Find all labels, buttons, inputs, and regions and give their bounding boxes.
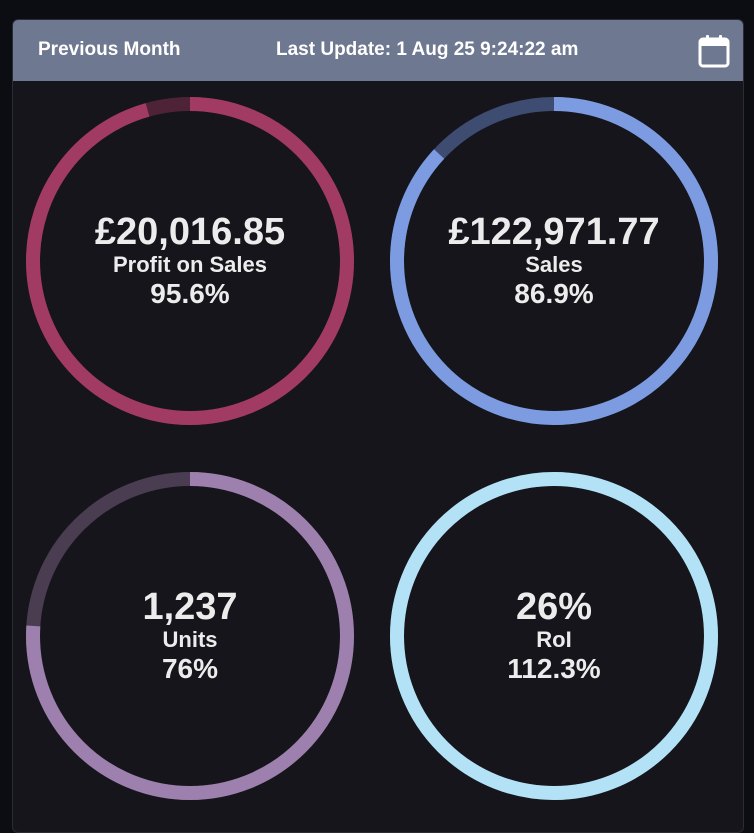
gauge-profit-on-sales: £20,016.85 Profit on Sales 95.6% [24, 95, 356, 427]
last-update-text: Last Update: 1 Aug 25 9:24:22 am [276, 39, 579, 60]
gauge-label: Sales [525, 252, 583, 277]
calendar-icon[interactable] [698, 34, 730, 68]
gauge-value: £20,016.85 [94, 211, 286, 253]
gauge-ring [26, 97, 354, 425]
gauge-ring [390, 97, 718, 425]
gauge-fill [390, 97, 718, 425]
gauge-percent: 76% [161, 653, 219, 684]
gauge-sales: £122,971.77 Sales 86.9% [388, 95, 720, 427]
gauge-percent: 95.6% [150, 278, 230, 309]
gauge-value: £122,971.77 [448, 211, 660, 253]
gauge-fill [26, 472, 354, 800]
period-selector[interactable]: Previous Month [38, 39, 181, 60]
gauge-label: Units [162, 627, 218, 652]
gauge-value: 1,237 [142, 586, 238, 628]
gauge-value: 26% [515, 586, 593, 628]
gauge-percent: 86.9% [514, 278, 594, 309]
card-header: Previous Month Last Update: 1 Aug 25 9:2… [13, 20, 743, 81]
gauge-ring [390, 472, 718, 800]
gauge-label: RoI [536, 627, 572, 652]
gauge-label: Profit on Sales [112, 252, 268, 277]
gauge-roi: 26% RoI 112.3% [388, 470, 720, 802]
gauge-units: 1,237 Units 76% [24, 470, 356, 802]
gauge-percent: 112.3% [507, 653, 601, 684]
top-strip [0, 0, 754, 18]
gauge-fill [390, 472, 718, 800]
gauge-fill [26, 97, 354, 425]
gauge-ring [26, 472, 354, 800]
kpi-card: Previous Month Last Update: 1 Aug 25 9:2… [12, 19, 744, 833]
